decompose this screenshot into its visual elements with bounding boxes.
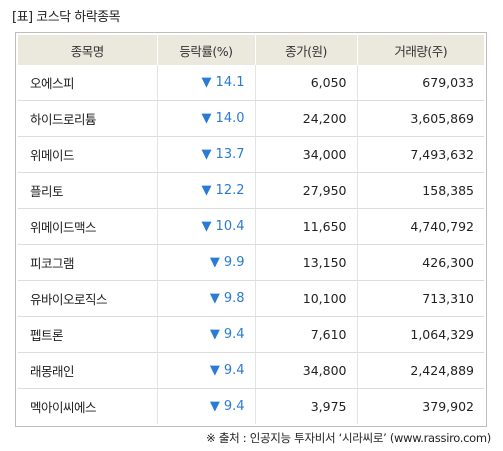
down-arrow-icon: ▼: [209, 327, 220, 342]
change-rate-cell: ▼ 9.4: [157, 316, 256, 353]
change-rate-value: 12.2: [215, 183, 245, 198]
table-row: 래몽래인 ▼ 9.4 34,800 2,424,889: [18, 352, 484, 389]
table-row: 피코그램 ▼ 9.9 13,150 426,300: [18, 244, 484, 281]
down-arrow-icon: ▼: [209, 399, 220, 414]
change-rate-value: 14.0: [215, 111, 245, 126]
change-rate-cell: ▼ 14.0: [157, 100, 256, 137]
change-rate-value: 9.4: [223, 363, 245, 378]
closing-price-cell: 24,200: [255, 100, 358, 137]
page-title: [표] 코스닥 하락종목: [12, 10, 121, 25]
table-row: 위메이드 ▼ 13.7 34,000 7,493,632: [18, 136, 484, 173]
down-arrow-icon: ▼: [209, 255, 220, 270]
table-row: 오에스피 ▼ 14.1 6,050 679,033: [18, 65, 484, 101]
stock-name-cell: 위메이드맥스: [18, 208, 158, 245]
volume-cell: 158,385: [357, 172, 484, 209]
table-row: 위메이드맥스 ▼ 10.4 11,650 4,740,792: [18, 208, 484, 245]
closing-price-cell: 3,975: [255, 388, 358, 424]
down-arrow-icon: ▼: [201, 219, 212, 234]
volume-cell: 3,605,869: [357, 100, 484, 137]
change-rate-cell: ▼ 9.8: [157, 280, 256, 317]
stock-name-cell: 멕아이씨에스: [18, 388, 158, 424]
change-rate-cell: ▼ 9.4: [157, 352, 256, 389]
stock-name-cell: 플리토: [18, 172, 158, 209]
down-arrow-icon: ▼: [209, 291, 220, 306]
down-arrow-icon: ▼: [201, 147, 212, 162]
down-arrow-icon: ▼: [201, 111, 212, 126]
table-row: 하이드로리튬 ▼ 14.0 24,200 3,605,869: [18, 100, 484, 137]
table-header-row: 종목명 등락률(%) 종가(원) 거래량(주): [18, 35, 484, 65]
closing-price-cell: 34,800: [255, 352, 358, 389]
down-arrow-icon: ▼: [201, 183, 212, 198]
change-rate-value: 13.7: [215, 147, 245, 162]
header-closing-price: 종가(원): [255, 35, 358, 65]
header-volume: 거래량(주): [357, 35, 484, 65]
change-rate-cell: ▼ 9.9: [157, 244, 256, 281]
change-rate-value: 14.1: [215, 75, 245, 90]
closing-price-cell: 10,100: [255, 280, 358, 317]
volume-cell: 713,310: [357, 280, 484, 317]
change-rate-cell: ▼ 14.1: [157, 65, 256, 101]
change-rate-cell: ▼ 13.7: [157, 136, 256, 173]
change-rate-value: 9.4: [223, 399, 245, 414]
stock-name-cell: 피코그램: [18, 244, 158, 281]
change-rate-value: 9.8: [223, 291, 245, 306]
closing-price-cell: 7,610: [255, 316, 358, 353]
volume-cell: 2,424,889: [357, 352, 484, 389]
change-rate-value: 9.9: [223, 255, 245, 270]
stock-name-cell: 오에스피: [18, 65, 158, 101]
table-row: 플리토 ▼ 12.2 27,950 158,385: [18, 172, 484, 209]
volume-cell: 7,493,632: [357, 136, 484, 173]
down-arrow-icon: ▼: [201, 75, 212, 90]
change-rate-cell: ▼ 12.2: [157, 172, 256, 209]
stock-name-cell: 위메이드: [18, 136, 158, 173]
closing-price-cell: 13,150: [255, 244, 358, 281]
volume-cell: 679,033: [357, 65, 484, 101]
volume-cell: 1,064,329: [357, 316, 484, 353]
stock-name-cell: 하이드로리튬: [18, 100, 158, 137]
stock-name-cell: 유바이오로직스: [18, 280, 158, 317]
closing-price-cell: 6,050: [255, 65, 358, 101]
stock-table-container: 종목명 등락률(%) 종가(원) 거래량(주) 오에스피 ▼ 14.1 6,050 67…: [15, 32, 487, 427]
closing-price-cell: 27,950: [255, 172, 358, 209]
stock-table: 종목명 등락률(%) 종가(원) 거래량(주) 오에스피 ▼ 14.1 6,050 67…: [18, 35, 484, 424]
table-row: 멕아이씨에스 ▼ 9.4 3,975 379,902: [18, 388, 484, 424]
table-row: 펩트론 ▼ 9.4 7,610 1,064,329: [18, 316, 484, 353]
table-body: 오에스피 ▼ 14.1 6,050 679,033 하이드로리튬 ▼ 14.0 24,200 3,…: [18, 65, 484, 424]
change-rate-cell: ▼ 9.4: [157, 388, 256, 424]
closing-price-cell: 11,650: [255, 208, 358, 245]
stock-name-cell: 래몽래인: [18, 352, 158, 389]
volume-cell: 426,300: [357, 244, 484, 281]
header-stock-name: 종목명: [18, 35, 158, 65]
change-rate-cell: ▼ 10.4: [157, 208, 256, 245]
stock-name-cell: 펩트론: [18, 316, 158, 353]
closing-price-cell: 34,000: [255, 136, 358, 173]
volume-cell: 379,902: [422, 399, 474, 414]
volume-cell: 4,740,792: [357, 208, 484, 245]
change-rate-value: 10.4: [215, 219, 245, 234]
header-change-rate: 등락률(%): [157, 35, 256, 65]
source-note: ※ 출처 : 인공지능 투자비서 ‘시라씨로’ (www.rassiro.com…: [206, 431, 491, 445]
down-arrow-icon: ▼: [209, 363, 220, 378]
change-rate-value: 9.4: [223, 327, 245, 342]
table-row: 유바이오로직스 ▼ 9.8 10,100 713,310: [18, 280, 484, 317]
